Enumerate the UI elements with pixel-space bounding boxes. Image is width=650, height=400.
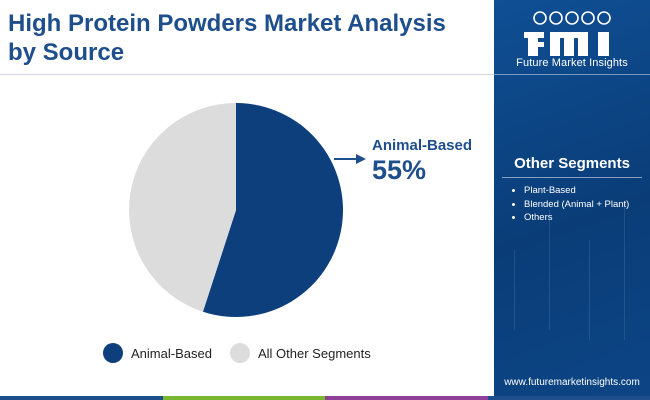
bullet-icon bbox=[512, 202, 515, 206]
other-segments-list: Plant-Based Blended (Animal + Plant) Oth… bbox=[510, 184, 629, 225]
website-link[interactable]: www.futuremarketinsights.com bbox=[504, 377, 640, 388]
footer-color-bar bbox=[0, 396, 650, 400]
pie-chart bbox=[128, 103, 366, 317]
other-segments-title: Other Segments bbox=[514, 155, 630, 172]
bullet-icon bbox=[512, 189, 515, 192]
legend-swatch-all-other-segments bbox=[230, 343, 250, 363]
callout-arrow-head bbox=[356, 154, 366, 164]
segment-label: Blended (Animal + Plant) bbox=[524, 198, 630, 210]
side-panel: Future Market Insights Other Segments Pl… bbox=[494, 0, 650, 400]
title-divider bbox=[0, 74, 494, 75]
legend-item-all-other-segments: All Other Segments bbox=[230, 343, 371, 363]
segment-label: Others bbox=[524, 212, 553, 223]
pie-slice-animal-based bbox=[202, 103, 343, 317]
list-item: Others bbox=[510, 211, 629, 225]
legend-label: Animal-Based bbox=[131, 345, 212, 361]
legend-label: All Other Segments bbox=[258, 345, 371, 361]
segment-label: Plant-Based bbox=[524, 185, 576, 196]
callout-label: Animal-Based bbox=[372, 137, 473, 154]
callout-value: 55% bbox=[372, 155, 427, 185]
logo-divider bbox=[494, 74, 650, 75]
pie-slice-all-other-segments bbox=[128, 103, 236, 312]
legend-item-animal-based: Animal-Based bbox=[103, 343, 212, 363]
fmi-logo-icon bbox=[524, 11, 611, 56]
bullet-icon bbox=[512, 216, 515, 219]
other-segments-divider bbox=[502, 177, 642, 178]
brand-name: Future Market Insights bbox=[516, 57, 628, 69]
chart-title: High Protein Powders Market Analysis by … bbox=[8, 10, 446, 66]
list-item: Plant-Based bbox=[510, 184, 629, 198]
legend-swatch-animal-based bbox=[103, 343, 123, 363]
list-item: Blended (Animal + Plant) bbox=[510, 198, 629, 212]
